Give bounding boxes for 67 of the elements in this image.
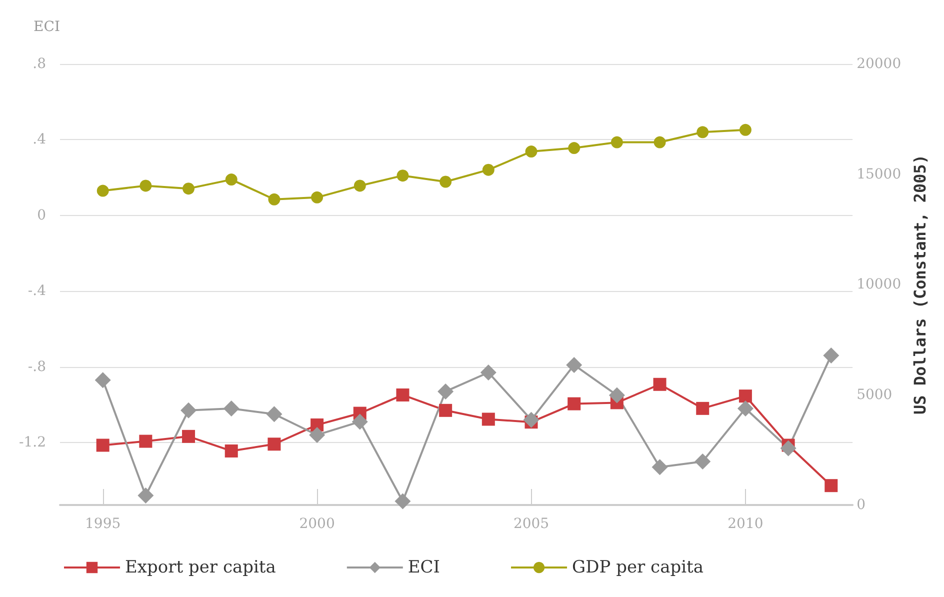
point bbox=[182, 430, 196, 443]
point bbox=[96, 438, 110, 452]
point bbox=[224, 444, 238, 458]
legend-label: ECI bbox=[408, 558, 440, 578]
point bbox=[608, 387, 625, 404]
point bbox=[523, 412, 540, 428]
point bbox=[309, 426, 326, 443]
point bbox=[780, 440, 796, 456]
point bbox=[268, 438, 281, 451]
point bbox=[824, 479, 838, 492]
point bbox=[482, 412, 495, 426]
x-tick-label: 2005 bbox=[513, 516, 550, 532]
y-axis-title: ECI bbox=[34, 19, 60, 35]
point bbox=[94, 372, 111, 388]
y2-tick-label: 15000 bbox=[856, 166, 902, 182]
point bbox=[225, 174, 238, 186]
point bbox=[138, 488, 154, 504]
point bbox=[568, 142, 580, 154]
point bbox=[694, 453, 711, 470]
point bbox=[739, 124, 752, 136]
point bbox=[394, 493, 411, 510]
point bbox=[696, 402, 710, 415]
point bbox=[652, 459, 668, 476]
y-tick-label: .4 bbox=[32, 132, 46, 148]
y-tick-label: .8 bbox=[32, 56, 46, 72]
point bbox=[352, 414, 368, 430]
point bbox=[653, 378, 666, 391]
y-tick-label: -.4 bbox=[28, 283, 46, 300]
legend-label: GDP per capita bbox=[572, 558, 704, 578]
point bbox=[311, 191, 324, 204]
point bbox=[439, 404, 452, 417]
y2-tick-label: 20000 bbox=[856, 56, 902, 72]
point bbox=[354, 180, 366, 192]
x-tick-label: 1995 bbox=[85, 516, 121, 532]
point bbox=[266, 406, 282, 422]
point bbox=[654, 136, 666, 148]
point bbox=[180, 402, 197, 418]
y-tick-label: -.8 bbox=[28, 358, 46, 375]
y-tick-label: -1.2 bbox=[19, 434, 46, 451]
point bbox=[396, 170, 409, 182]
y2-tick-label: 5000 bbox=[856, 386, 892, 403]
point bbox=[823, 347, 840, 364]
legend-label: Export per capita bbox=[125, 558, 276, 578]
y2-tick-label: 0 bbox=[856, 497, 866, 513]
point bbox=[140, 180, 152, 192]
point bbox=[438, 383, 454, 400]
x-tick-label: 2010 bbox=[728, 516, 764, 532]
point bbox=[396, 388, 410, 402]
point bbox=[182, 182, 195, 195]
point bbox=[139, 434, 152, 448]
point bbox=[738, 390, 752, 403]
point bbox=[96, 184, 109, 197]
point bbox=[223, 400, 240, 416]
point bbox=[268, 193, 280, 206]
y-tick-label: 0 bbox=[37, 207, 46, 224]
point bbox=[737, 400, 754, 416]
point bbox=[480, 364, 496, 381]
point bbox=[525, 146, 538, 158]
point bbox=[440, 176, 452, 188]
point bbox=[610, 136, 623, 148]
point bbox=[482, 164, 494, 176]
point bbox=[696, 126, 709, 138]
y2-tick-label: 10000 bbox=[856, 276, 902, 292]
y2-axis-title: US Dollars (Constant, 2005) bbox=[910, 154, 930, 415]
x-tick-label: 2000 bbox=[299, 516, 335, 532]
point bbox=[568, 397, 581, 410]
point bbox=[566, 356, 582, 373]
